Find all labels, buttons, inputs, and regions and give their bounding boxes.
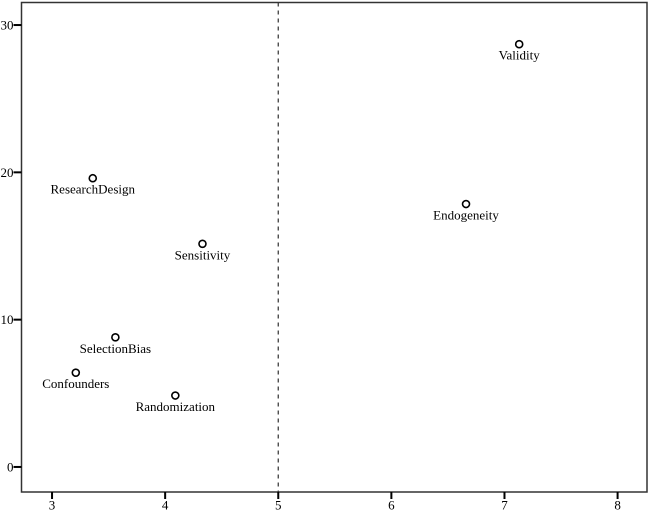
x-axis-tick-label: 5	[275, 498, 282, 513]
data-point-label: Sensitivity	[175, 247, 231, 262]
data-point-marker	[198, 239, 207, 249]
data-point-marker	[514, 39, 524, 49]
data-point-label: Confounders	[42, 376, 109, 391]
data-point-label: Randomization	[136, 399, 216, 414]
x-axis-tick-label: 4	[162, 498, 169, 513]
y-axis-tick-label: 10	[1, 312, 14, 327]
data-point-label: Validity	[499, 48, 541, 63]
x-axis-tick-label: 8	[614, 498, 621, 513]
data-point-label: ResearchDesign	[51, 182, 136, 197]
data-point-label: Endogeneity	[433, 208, 499, 223]
y-axis-tick-label: 30	[1, 18, 14, 33]
x-axis-tick-label: 3	[49, 498, 56, 513]
x-axis-tick-label: 7	[501, 498, 508, 513]
y-axis-tick-label: 0	[7, 459, 14, 474]
data-point-marker	[88, 173, 98, 183]
data-point-marker	[71, 368, 81, 377]
data-point-marker	[461, 199, 471, 209]
y-axis-tick-label: 20	[1, 165, 14, 180]
x-axis-tick-label: 6	[388, 498, 395, 513]
plot-border	[20, 1, 648, 493]
data-point-marker	[171, 391, 180, 400]
data-point-label: SelectionBias	[80, 341, 152, 356]
data-point-marker	[111, 333, 120, 342]
